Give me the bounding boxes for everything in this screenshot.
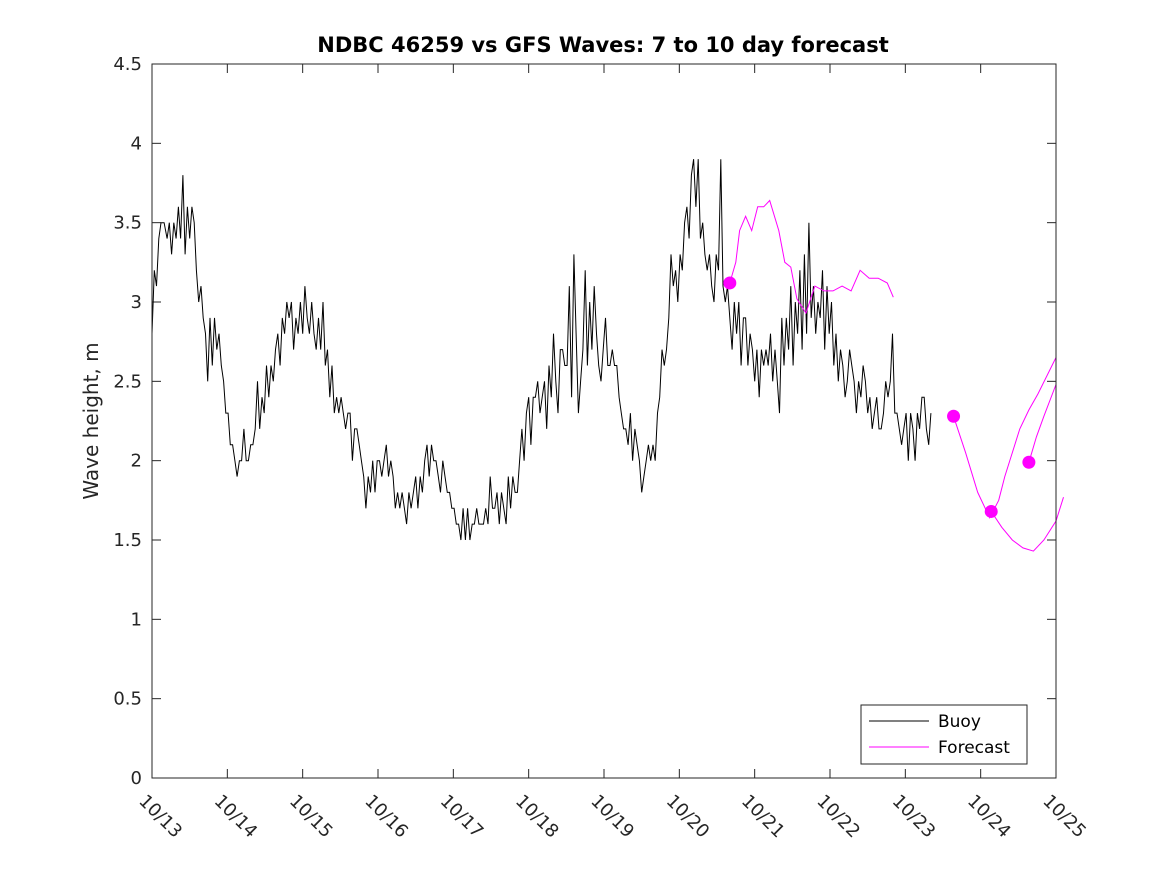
y-tick-label: 3.5 (113, 213, 142, 234)
forecast-line (729, 199, 894, 315)
legend-label-forecast: Forecast (938, 738, 1010, 758)
buoy-line (151, 159, 932, 541)
y-tick-label: 2.5 (113, 371, 142, 392)
series-layer (151, 159, 1064, 552)
y-tick-label: 3 (131, 292, 142, 313)
y-tick-label: 2 (131, 451, 142, 472)
forecast-marker (723, 276, 737, 290)
y-tick-label: 0 (131, 768, 142, 789)
y-tick-label: 4 (131, 133, 142, 154)
y-tick-label: 4.5 (113, 54, 142, 75)
forecast-line (953, 357, 1057, 519)
forecast-line (990, 497, 1064, 552)
legend: Buoy Forecast (860, 704, 1028, 765)
forecast-marker (947, 409, 961, 423)
legend-box (860, 704, 1028, 765)
y-tick-label: 1.5 (113, 530, 142, 551)
chart-title: NDBC 46259 vs GFS Waves: 7 to 10 day for… (317, 33, 888, 57)
forecast-marker (984, 504, 998, 518)
y-tick-label: 0.5 (113, 689, 142, 710)
forecast-marker (1022, 455, 1036, 469)
forecast-line (1028, 384, 1057, 463)
y-axis-label: Wave height, m (79, 342, 103, 499)
plot-area-frame (151, 63, 1057, 779)
legend-label-buoy: Buoy (938, 712, 981, 732)
y-tick-label: 1 (131, 609, 142, 630)
